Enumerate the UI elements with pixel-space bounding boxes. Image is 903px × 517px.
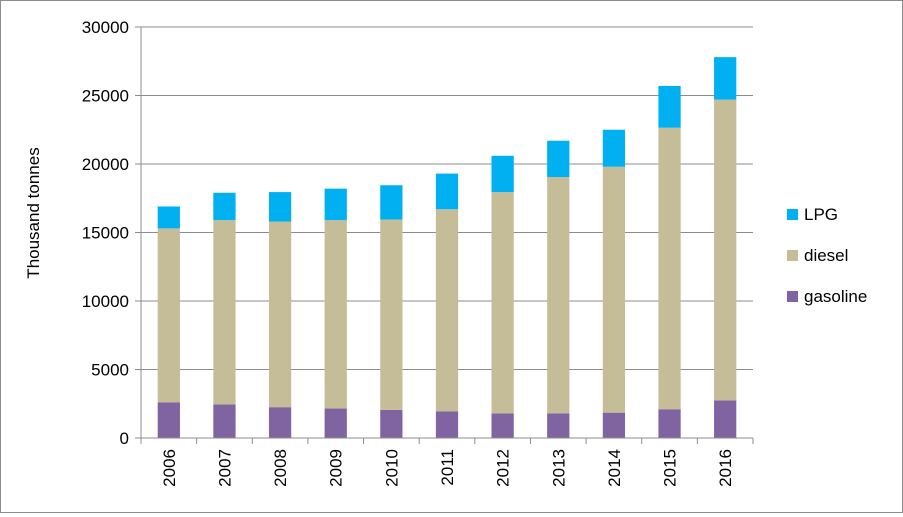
x-tick-label: 2016: [716, 449, 735, 487]
bar-diesel-2007: [213, 220, 236, 405]
bar-lpg-2015: [658, 85, 681, 128]
x-tick-label: 2012: [494, 449, 513, 487]
bar-lpg-2014: [602, 129, 626, 167]
bar-lpg-2006: [157, 206, 180, 229]
bar-diesel-2012: [491, 192, 514, 414]
bar-gasoline-2008: [268, 407, 292, 438]
bar-gasoline-2016: [714, 400, 737, 438]
legend: LPG diesel gasoline: [787, 205, 867, 306]
x-tick-label: 2015: [661, 449, 680, 487]
bar-lpg-2012: [491, 155, 514, 193]
bars: [157, 57, 737, 438]
y-tick-label: 25000: [82, 87, 129, 106]
y-tick-label: 10000: [82, 292, 129, 311]
y-axis-title: Thousand tonnes: [24, 147, 43, 278]
x-tick-label: 2008: [271, 449, 290, 487]
legend-label-diesel: diesel: [804, 246, 848, 265]
x-tick-labels: 2006 2007 2008 2009 2010 2011 2012 2013 2014 2015…: [160, 449, 735, 487]
x-tick-label: 2013: [549, 449, 568, 487]
bar-lpg-2008: [268, 192, 292, 222]
legend-swatch-gasoline: [787, 291, 798, 302]
x-tick-label: 2014: [605, 449, 624, 487]
y-tick-label: 30000: [82, 18, 129, 37]
y-tick-label: 15000: [82, 224, 129, 243]
bar-diesel-2014: [602, 166, 626, 413]
bar-lpg-2010: [380, 185, 403, 220]
bar-lpg-2009: [324, 188, 347, 221]
legend-swatch-diesel: [787, 250, 798, 261]
bar-gasoline-2013: [547, 413, 570, 438]
bar-lpg-2007: [213, 192, 236, 221]
bar-gasoline-2015: [658, 409, 681, 438]
x-tick-label: 2006: [160, 449, 179, 487]
bar-gasoline-2010: [380, 409, 403, 438]
bar-gasoline-2009: [324, 408, 347, 438]
y-tick-label: 5000: [91, 361, 129, 380]
bar-diesel-2011: [435, 209, 459, 412]
bar-gasoline-2011: [435, 411, 459, 438]
legend-label-gasoline: gasoline: [804, 287, 867, 306]
bar-lpg-2011: [435, 173, 459, 210]
x-tick-label: 2010: [382, 449, 401, 487]
x-tick-label: 2011: [438, 449, 457, 486]
bar-gasoline-2006: [157, 402, 180, 438]
bar-gasoline-2014: [602, 412, 626, 438]
bar-lpg-2016: [714, 57, 737, 100]
y-tick-label: 0: [120, 429, 129, 448]
bar-diesel-2015: [658, 127, 681, 410]
bar-diesel-2009: [324, 220, 347, 409]
bar-diesel-2006: [157, 228, 180, 403]
bar-lpg-2013: [547, 140, 570, 178]
legend-swatch-lpg: [787, 209, 798, 220]
x-tick-label: 2007: [215, 449, 234, 487]
axes: [135, 26, 754, 444]
bar-gasoline-2012: [491, 413, 514, 438]
legend-label-lpg: LPG: [804, 205, 838, 224]
x-tick-label: 2009: [327, 449, 346, 487]
y-tick-labels: 0 5000 10000 15000 20000 25000 30000: [82, 18, 129, 448]
bar-diesel-2016: [714, 99, 737, 401]
bar-gasoline-2007: [213, 404, 236, 438]
bar-diesel-2008: [268, 221, 292, 408]
bar-diesel-2013: [547, 177, 570, 414]
bar-diesel-2010: [380, 219, 403, 410]
y-tick-label: 20000: [82, 155, 129, 174]
